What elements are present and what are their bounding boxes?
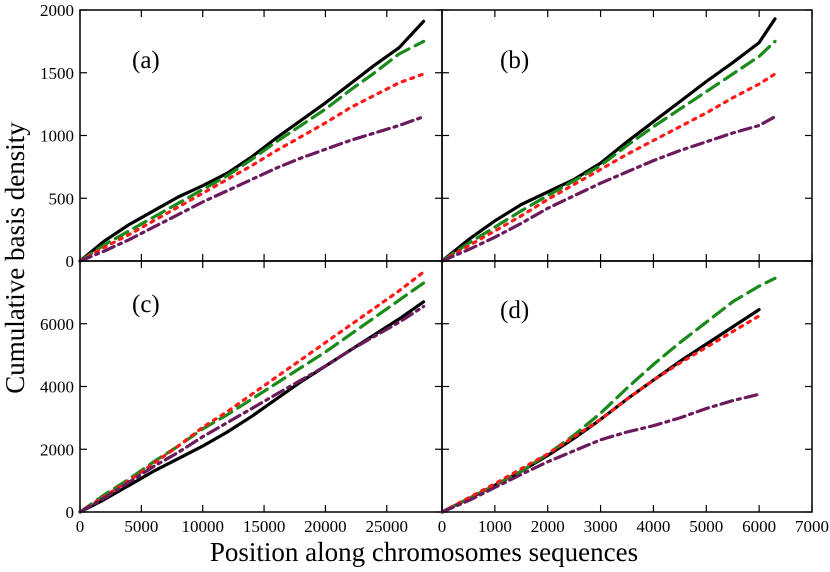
series-line-dashed bbox=[440, 276, 777, 514]
series-line-dash-dot bbox=[78, 304, 426, 514]
series-line-dash-dot bbox=[440, 392, 761, 514]
panel-label: (a) bbox=[132, 47, 160, 74]
y-tick-label: 2000 bbox=[40, 1, 74, 20]
x-tick-label: 1000 bbox=[478, 517, 512, 536]
panel-a: 500 1000 1500 2000 0 (a) bbox=[40, 1, 443, 271]
x-tick-label: 2000 bbox=[531, 517, 565, 536]
series-line-dash-dot bbox=[78, 115, 426, 263]
plot-frame bbox=[441, 9, 813, 262]
x-tick-label: 5000 bbox=[124, 517, 158, 536]
series-line-solid bbox=[440, 17, 777, 263]
x-tick-label: 0 bbox=[438, 517, 447, 536]
series-line-dashed bbox=[78, 281, 426, 514]
x-tick-label: 25000 bbox=[366, 517, 409, 536]
y-tick-label: 0 bbox=[66, 252, 75, 271]
x-tick-label: 10000 bbox=[181, 517, 224, 536]
y-tick-label: 4000 bbox=[40, 378, 74, 397]
y-tick-label: 500 bbox=[49, 189, 75, 208]
panel-label: (c) bbox=[132, 291, 160, 318]
series-line-dotted bbox=[78, 72, 426, 263]
panel-label: (b) bbox=[500, 47, 529, 74]
x-tick-label: 7000 bbox=[795, 517, 829, 536]
x-axis-title: Position along chromosomes sequences bbox=[210, 537, 638, 567]
series-line-dotted bbox=[78, 270, 426, 514]
panel-b: (b) bbox=[440, 9, 813, 263]
panel-d: 0 1000 2000 3000 4000 5000 6000 7000 (d) bbox=[438, 260, 829, 536]
series-line-dash-dot bbox=[440, 115, 777, 263]
x-tick-label: 6000 bbox=[742, 517, 776, 536]
y-axis-title: Cumulative basis density bbox=[0, 122, 30, 394]
series-line-solid bbox=[440, 308, 761, 514]
y-tick-label: 1000 bbox=[40, 127, 74, 146]
series-line-dotted bbox=[440, 314, 761, 514]
series-line-dashed bbox=[440, 39, 777, 263]
x-tick-label: 0 bbox=[76, 517, 85, 536]
x-tick-label: 20000 bbox=[304, 517, 347, 536]
panel-c: 0 2000 4000 6000 0 5000 10000 15000 20000 25000 (c… bbox=[40, 260, 443, 536]
y-tick-label: 6000 bbox=[40, 315, 74, 334]
x-tick-label: 5000 bbox=[689, 517, 723, 536]
x-tick-label: 15000 bbox=[243, 517, 286, 536]
x-tick-label: 4000 bbox=[636, 517, 670, 536]
y-tick-label: 0 bbox=[66, 503, 75, 522]
x-tick-label: 3000 bbox=[584, 517, 618, 536]
y-tick-label: 1500 bbox=[40, 64, 74, 83]
series-line-dotted bbox=[440, 72, 777, 263]
series-line-solid bbox=[78, 19, 426, 263]
panel-label: (d) bbox=[500, 297, 529, 324]
series-line-dashed bbox=[78, 39, 426, 263]
y-tick-label: 2000 bbox=[40, 440, 74, 459]
